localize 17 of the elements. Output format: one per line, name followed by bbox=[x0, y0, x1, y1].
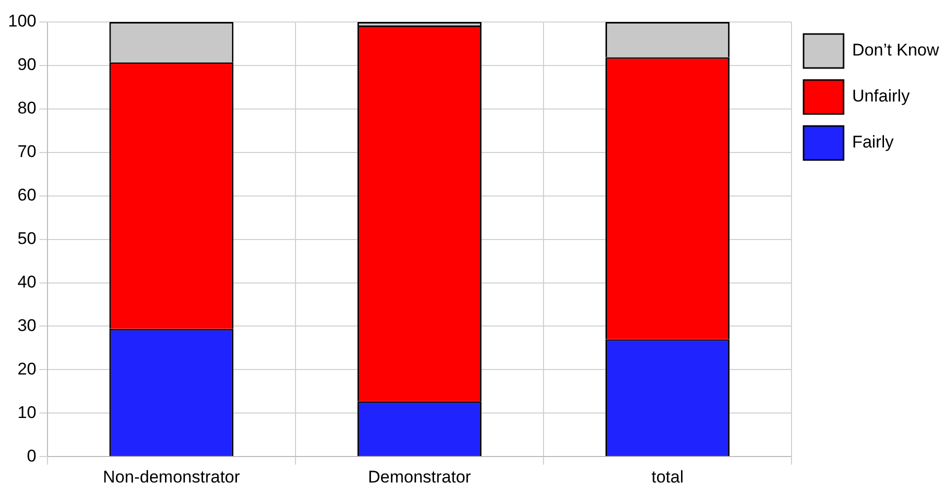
y-tick-label: 100 bbox=[8, 12, 36, 31]
legend-label: Don’t Know bbox=[852, 40, 940, 60]
y-tick-label: 40 bbox=[17, 272, 36, 292]
y-tick-label: 10 bbox=[17, 402, 36, 422]
y-tick-label: 90 bbox=[17, 55, 36, 74]
legend-label: Fairly bbox=[852, 132, 894, 152]
y-tick-label: 30 bbox=[17, 316, 36, 335]
y-tick-label: 50 bbox=[17, 228, 36, 248]
y-tick-label: 0 bbox=[26, 446, 36, 466]
y-tick-label: 70 bbox=[17, 142, 36, 162]
y-tick-label: 20 bbox=[17, 359, 36, 378]
y-tick-label: 80 bbox=[17, 98, 36, 118]
y-tick-label: 60 bbox=[17, 186, 36, 205]
x-tick-label: Demonstrator bbox=[368, 467, 472, 486]
x-tick-label: total bbox=[651, 467, 684, 486]
x-tick-label: Non-demonstrator bbox=[102, 467, 240, 486]
legend-label: Unfairly bbox=[852, 86, 910, 106]
